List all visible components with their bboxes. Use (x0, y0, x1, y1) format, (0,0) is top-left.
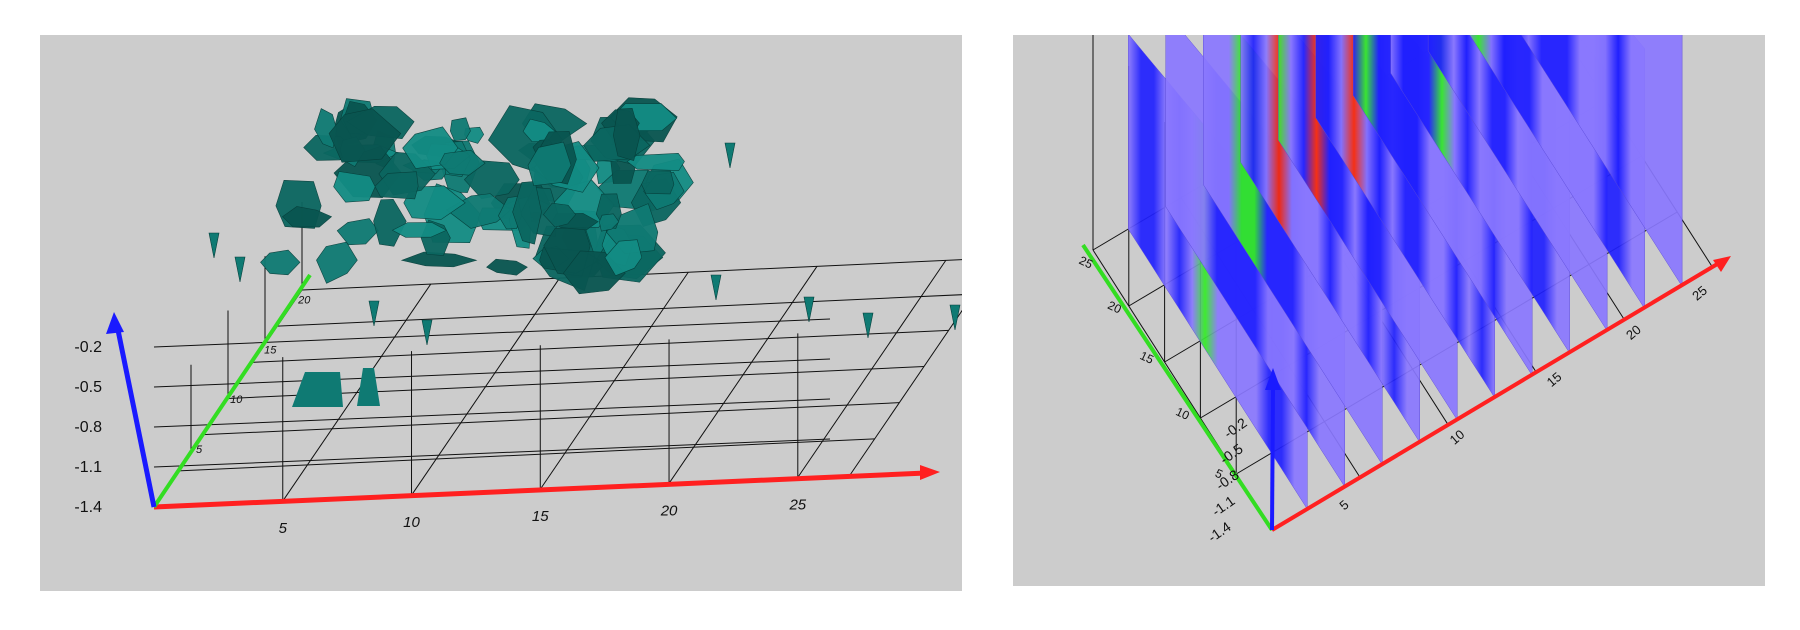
z-tick-label: -1.4 (1205, 518, 1234, 545)
z-level-gridline (153, 358, 831, 388)
z-tick-label: -0.2 (1221, 414, 1250, 441)
isosurface-volume (208, 97, 961, 407)
heatmap-slices (1128, 35, 1683, 510)
x-tick-label: 20 (660, 502, 678, 519)
z-axis-arrow (1265, 368, 1281, 390)
floor-gridline (539, 271, 689, 490)
isosurface-blob (403, 185, 466, 220)
isosurface-blob (604, 239, 643, 276)
isosurface-blob (292, 372, 343, 407)
y-tick-label: 10 (1174, 404, 1192, 422)
isosurface-spike (710, 274, 722, 301)
x-tick-label: 25 (1689, 283, 1710, 304)
isosurface-blob (357, 368, 380, 406)
z-axis-line (1270, 385, 1275, 531)
isosurface-spike (949, 304, 961, 331)
z-tick-label: -0.8 (74, 419, 102, 436)
isosurface-spike (421, 319, 433, 346)
isosurface-blob (373, 199, 407, 247)
isosurface-blob (260, 249, 301, 276)
y-tick-label: 20 (1106, 298, 1124, 316)
floor-gridline (282, 283, 432, 502)
floor-gridline (301, 259, 962, 291)
z-tick-label: -1.1 (74, 459, 102, 476)
isosurface-blob (527, 141, 572, 186)
x-axis-line (153, 470, 927, 510)
x-axis-arrow (1713, 256, 1731, 272)
z-level-gridline (153, 398, 831, 428)
floor-gridline (178, 438, 875, 472)
isosurface-spike (724, 142, 736, 169)
floor-gridline (277, 294, 962, 327)
isosurface-blob (282, 206, 333, 228)
z-tick-label: -0.5 (1217, 440, 1246, 467)
x-axis-arrow (920, 465, 940, 480)
z-level-gridline (153, 318, 831, 348)
isosurface-blob (486, 258, 528, 276)
isosurface-blob (598, 213, 620, 232)
isosurface-blob (449, 117, 471, 142)
isosurface-blob (316, 241, 358, 284)
y-tick-label: 10 (230, 394, 243, 406)
y-tick-label: 15 (264, 344, 277, 356)
floor-gridline (411, 277, 560, 496)
isosurface-blob (626, 153, 685, 171)
y-tick-label: 20 (297, 294, 311, 306)
z-tick-label: -0.2 (74, 339, 102, 356)
isosurface-blob (400, 251, 478, 268)
x-tick-label: 5 (1336, 497, 1351, 513)
isosurface-blob (641, 170, 675, 195)
x-tick-label: 15 (1544, 369, 1565, 390)
isosurface-spike (862, 312, 874, 339)
z-tick-label: -0.5 (74, 379, 102, 396)
x-tick-label: 25 (788, 496, 806, 513)
isosurface-spike (368, 300, 380, 327)
y-tick-label: 5 (196, 444, 203, 456)
x-axis-line (1270, 261, 1721, 532)
y-tick-label: 15 (1138, 348, 1156, 366)
isosurface-plot-panel[interactable]: 5 10 15 20 25 5 10 15 20 -0.2 -0.5 -0.8 -1.1 -1.4 (40, 35, 962, 591)
z-level-gridline (153, 438, 831, 468)
isosurface-spike (234, 256, 246, 283)
isosurface-blob (463, 160, 520, 199)
isosurface-spike (803, 296, 815, 323)
x-tick-label: 10 (1447, 427, 1468, 448)
isosurface-spike (208, 232, 220, 259)
floor-gridline (252, 329, 949, 363)
isosurface-blob (336, 218, 379, 246)
isosurface-blob (391, 222, 448, 238)
slice-plot-panel[interactable]: 5 10 15 20 25 5 10 15 20 25 -0.2 -0.5 -0.8 -1.1 -1.4 (1013, 35, 1765, 586)
isosurface-grid (153, 202, 962, 508)
x-tick-label: 10 (403, 514, 420, 531)
y-axis-line (1081, 243, 1274, 532)
y-tick-label: 25 (1077, 253, 1095, 271)
isosurface-blob (613, 107, 641, 162)
floor-gridline (797, 260, 947, 478)
isosurface-blob (439, 149, 486, 176)
z-tick-label: -1.1 (1209, 492, 1238, 519)
x-tick-label: 15 (532, 508, 549, 525)
floor-gridline (849, 309, 962, 476)
axes: 5 10 15 20 25 5 10 15 20 -0.2 -0.5 -0.8 -1.1 -1.4 (74, 273, 940, 537)
floor-gridline (203, 402, 900, 436)
y-axis-line (152, 273, 312, 509)
x-tick-label: 20 (1623, 322, 1644, 343)
z-axis-line (115, 329, 157, 508)
x-tick-label: 5 (279, 520, 288, 537)
isosurface-blob (542, 202, 577, 228)
isosurface-plot[interactable]: 5 10 15 20 25 5 10 15 20 -0.2 -0.5 -0.8 -1.1 -1.4 (40, 35, 962, 591)
floor-gridline (668, 266, 818, 484)
isosurface-blob (328, 108, 402, 163)
floor-gridline (227, 366, 925, 399)
z-axis-arrow (106, 312, 124, 334)
z-tick-label: -1.4 (74, 499, 102, 516)
isosurface-blob (333, 171, 376, 203)
heatmap-slice (1521, 35, 1683, 288)
